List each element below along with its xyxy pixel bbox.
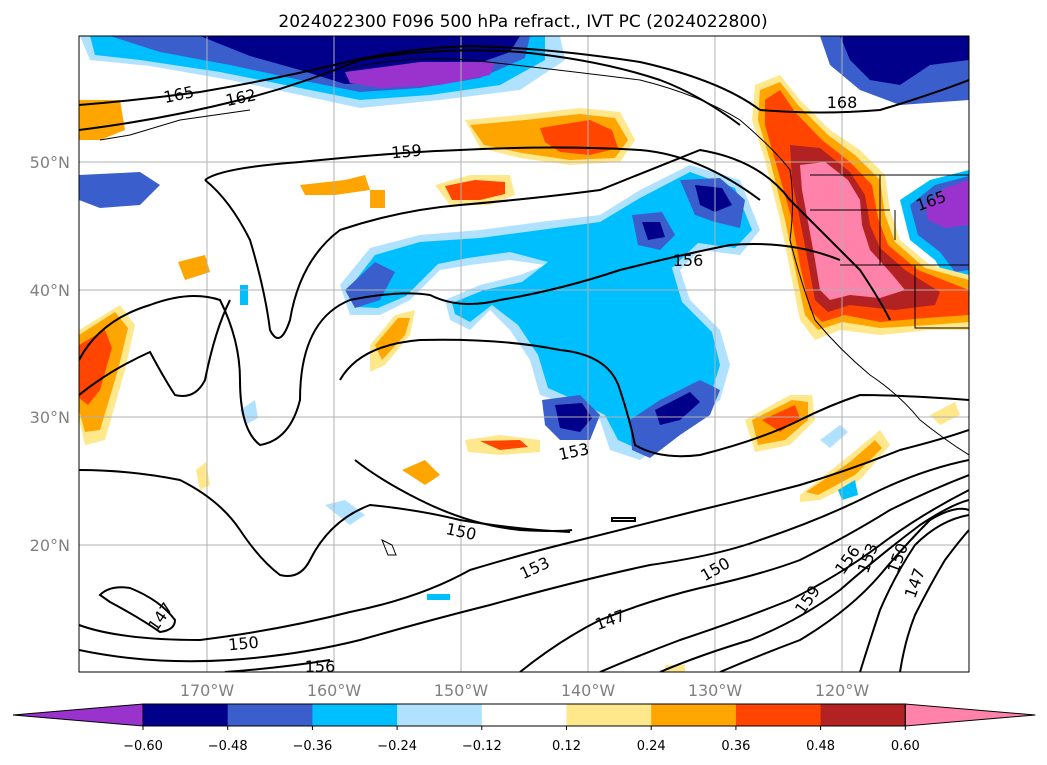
negative-anomaly-central	[642, 222, 665, 240]
lon-label: 120°W	[815, 681, 870, 700]
contour-label: 159	[390, 141, 422, 163]
positive-anomaly-north-pacific	[79, 100, 125, 140]
positive-anomaly-subtropical	[480, 440, 528, 450]
colorbar-tick-label: 0.36	[721, 739, 750, 754]
lon-label: 150°W	[434, 681, 489, 700]
positive-anomaly-subtropical	[762, 405, 800, 432]
lon-label: 130°W	[688, 681, 743, 700]
colorbar-extend-low	[12, 703, 144, 727]
lon-label: 140°W	[561, 681, 616, 700]
lon-label: 170°W	[180, 681, 235, 700]
positive-anomaly-subtropical	[325, 500, 365, 525]
contour-label: 168	[827, 93, 858, 112]
negative-anomaly-central	[695, 185, 732, 212]
colorbar-cell	[651, 704, 737, 726]
positive-anomaly-subtropical	[427, 594, 450, 600]
figure-title: 2024022300 F096 500 hPa refract., IVT PC…	[278, 12, 767, 32]
negative-anomaly-east	[925, 180, 969, 228]
negative-anomaly-west	[79, 172, 160, 208]
negative-anomaly-northeast	[840, 36, 969, 85]
positive-anomaly-subtropical	[375, 318, 410, 360]
colorbar-tick-label: −0.48	[208, 739, 248, 754]
contour-label: 150	[227, 633, 259, 655]
colorbar-cell	[481, 704, 567, 726]
colorbar: −0.60 −0.48 −0.36 −0.24 −0.12 0.12 0.24 0.36 0.4…	[12, 703, 1036, 754]
positive-anomaly-subtropical	[820, 425, 848, 448]
height-contours	[79, 44, 969, 672]
positive-anomaly-subtropical	[806, 440, 882, 495]
colorbar-tick-label: 0.24	[637, 739, 666, 754]
coastlines	[99, 58, 969, 556]
colorbar-frame	[142, 703, 906, 727]
positive-anomaly-north-pacific	[300, 175, 370, 195]
map-frame	[78, 35, 970, 673]
colorbar-cell	[143, 704, 229, 726]
colorbar-tick-label: −0.60	[123, 739, 163, 754]
latitude-labels: 50°N 40°N 30°N 20°N	[30, 153, 70, 555]
colorbar-cell	[735, 704, 822, 726]
longitude-labels: 170°W 160°W 150°W 140°W 130°W 120°W	[180, 681, 870, 700]
lat-label: 30°N	[30, 408, 70, 427]
colorbar-tick-label: −0.12	[462, 739, 502, 754]
colorbar-tick-label: −0.24	[377, 739, 417, 754]
colorbar-cell	[312, 704, 398, 726]
negative-anomaly-central	[345, 262, 395, 308]
colorbar-tick-label: 0.60	[891, 739, 920, 754]
gridlines	[79, 36, 969, 672]
colorbar-cell	[397, 704, 483, 726]
lon-label: 160°W	[307, 681, 362, 700]
positive-anomaly-subtropical	[402, 460, 440, 485]
positive-anomaly-north-pacific	[445, 180, 505, 200]
colorbar-cell	[566, 704, 652, 726]
contour-label: 156	[305, 657, 336, 676]
colorbar-tick-label: 0.48	[806, 739, 835, 754]
colorbar-tick-label: 0.12	[552, 739, 581, 754]
positive-anomaly-north-pacific	[178, 255, 210, 280]
contour-label: 156	[673, 251, 704, 270]
map-panel: 165 162 159 168 165 156 153 150 153 150 …	[78, 35, 970, 676]
positive-anomaly-subtropical	[665, 665, 685, 672]
colorbar-ticks: −0.60 −0.48 −0.36 −0.24 −0.12 0.12 0.24 0.36 0.4…	[123, 726, 920, 754]
colorbar-cells	[12, 703, 1036, 727]
colorbar-tick-label: −0.36	[292, 739, 332, 754]
lat-label: 40°N	[30, 281, 70, 300]
lat-label: 50°N	[30, 153, 70, 172]
lat-label: 20°N	[30, 536, 70, 555]
positive-anomaly-north-pacific	[540, 120, 618, 155]
positive-anomaly-subtropical	[838, 480, 858, 500]
colorbar-cell	[227, 704, 313, 726]
positive-anomaly-subtropical	[930, 402, 960, 425]
colorbar-cell	[820, 704, 906, 726]
positive-anomaly-north-pacific	[370, 190, 385, 208]
positive-anomaly-west-edge	[79, 330, 112, 405]
colorbar-extend-high	[904, 703, 1036, 727]
negative-anomaly-north	[345, 62, 495, 88]
positive-anomaly-subtropical	[240, 285, 248, 305]
